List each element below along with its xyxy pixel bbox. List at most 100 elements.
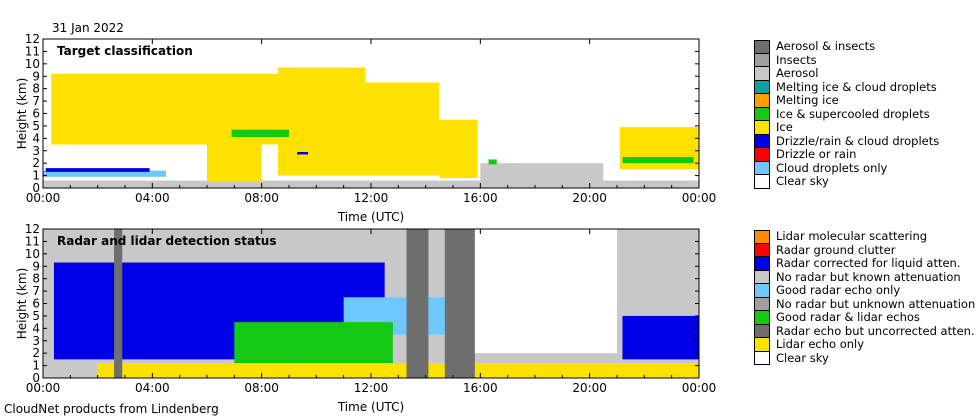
legend-label: Good radar echo only [776, 283, 901, 297]
x-tick-label: 08:00 [244, 381, 279, 395]
legend-swatch [754, 80, 770, 94]
x-tick-label: 08:00 [244, 191, 279, 205]
legend-swatch [754, 161, 770, 175]
y-tick-label: 5 [32, 309, 40, 323]
y-tick-label: 7 [32, 284, 40, 298]
legend-swatch [754, 284, 770, 298]
legend-swatch [754, 67, 770, 81]
y-axis-title: Height (km) [15, 78, 29, 149]
legend-swatch [754, 311, 770, 325]
region-radar-echo-but-uncorrected-atten-8 [406, 229, 429, 378]
region-ice-supercooled-droplets-11 [488, 159, 497, 165]
region-drizzle-rain-cloud-droplets-13 [297, 151, 309, 155]
region-lidar-echo-only-4 [97, 363, 699, 378]
x-tick-label: 00:00 [26, 381, 61, 395]
y-tick-label: 4 [32, 321, 40, 335]
legend-label: Aerosol & insects [776, 39, 876, 53]
legend-label: Drizzle or rain [776, 147, 857, 161]
y-tick-label: 5 [32, 119, 40, 133]
region-radar-corrected-for-liquid-atten-6 [622, 315, 699, 360]
y-tick-label: 3 [32, 334, 40, 348]
legend-swatch [754, 230, 770, 244]
legend-label: Cloud droplets only [776, 160, 888, 175]
legend-swatch [754, 257, 770, 271]
legend-label: Drizzle/rain & cloud droplets [776, 133, 940, 148]
x-tick-label: 00:00 [682, 381, 717, 395]
legend-swatch [754, 338, 770, 352]
x-tick-label: 12:00 [354, 381, 389, 395]
panel-title: Radar and lidar detection status [57, 234, 276, 248]
y-tick-label: 10 [25, 247, 40, 261]
legend-swatch [754, 107, 770, 121]
legend-label: Melting ice & cloud droplets [776, 79, 937, 94]
date-label: 31 Jan 2022 [52, 21, 124, 35]
y-tick-label: 12 [25, 222, 40, 236]
x-tick-label: 20:00 [572, 381, 607, 395]
legend-label: Radar corrected for liquid atten. [776, 256, 961, 270]
y-axis-title: Height (km) [15, 268, 29, 339]
legend-swatch [754, 134, 770, 148]
legend-swatch [754, 351, 770, 365]
legend-swatch [754, 175, 770, 189]
y-tick-label: 0 [32, 371, 40, 385]
y-tick-label: 9 [32, 69, 40, 83]
y-tick-label: 6 [32, 107, 40, 121]
y-tick-label: 11 [25, 44, 40, 58]
x-tick-label: 12:00 [354, 191, 389, 205]
y-tick-label: 12 [25, 32, 40, 46]
region-good-radar-lidar-echos-3 [234, 322, 393, 366]
y-tick-label: 2 [32, 156, 40, 170]
x-axis-title: Time (UTC) [337, 400, 404, 414]
legend-label: Lidar molecular scattering [776, 229, 928, 243]
x-tick-label: 16:00 [463, 381, 498, 395]
y-tick-label: 7 [32, 94, 40, 108]
region-cloud-droplets-only-8 [43, 170, 166, 177]
legend-label: No radar but unknown attenuation [776, 296, 976, 311]
y-tick-label: 0 [32, 181, 40, 195]
y-tick-label: 3 [32, 144, 40, 158]
legend-swatch [754, 243, 770, 257]
legend-swatch [754, 121, 770, 135]
x-tick-label: 20:00 [572, 191, 607, 205]
y-tick-label: 8 [32, 272, 40, 286]
y-tick-label: 6 [32, 297, 40, 311]
legend-label: Clear sky [776, 350, 829, 365]
region-drizzle-rain-cloud-droplets-9 [45, 168, 150, 172]
legend-label: Good radar & lidar echos [776, 310, 920, 324]
panel-title: Target classification [57, 44, 193, 58]
footer-credit: CloudNet products from Lindenberg [4, 402, 219, 416]
y-tick-label: 10 [25, 57, 40, 71]
legend-label: Lidar echo only [776, 337, 865, 351]
region-radar-echo-but-uncorrected-atten-9 [444, 229, 475, 378]
x-tick-label: 04:00 [135, 191, 170, 205]
legend-swatch [754, 270, 770, 284]
region-ice-4 [439, 119, 478, 179]
region-ice-3 [365, 82, 440, 176]
y-tick-label: 1 [32, 359, 40, 373]
legend-label: Melting ice [776, 93, 839, 107]
y-tick-label: 1 [32, 169, 40, 183]
y-tick-label: 11 [25, 234, 40, 248]
y-tick-label: 4 [32, 131, 40, 145]
x-tick-label: 00:00 [26, 191, 61, 205]
y-tick-label: 9 [32, 259, 40, 273]
region-ice-5 [207, 132, 262, 182]
x-tick-label: 04:00 [135, 381, 170, 395]
legend-label: No radar but known attenuation [776, 269, 961, 284]
region-ice-supercooled-droplets-10 [231, 129, 289, 138]
legend-label: Radar ground clutter [776, 242, 896, 257]
y-tick-label: 8 [32, 82, 40, 96]
x-tick-label: 00:00 [682, 191, 717, 205]
region-clear-sky-5 [466, 229, 617, 354]
legend-label: Clear sky [776, 174, 829, 188]
legend-label: Ice [776, 120, 793, 134]
region-radar-echo-but-uncorrected-atten-7 [114, 229, 123, 378]
legend-label: Ice & supercooled droplets [776, 106, 930, 121]
legend-label: Insects [776, 52, 817, 67]
region-ice-supercooled-droplets-12 [622, 156, 694, 164]
x-axis-title: Time (UTC) [337, 210, 404, 224]
legend-swatch [754, 148, 770, 162]
legend-label: Radar echo but uncorrected atten. [776, 323, 975, 338]
